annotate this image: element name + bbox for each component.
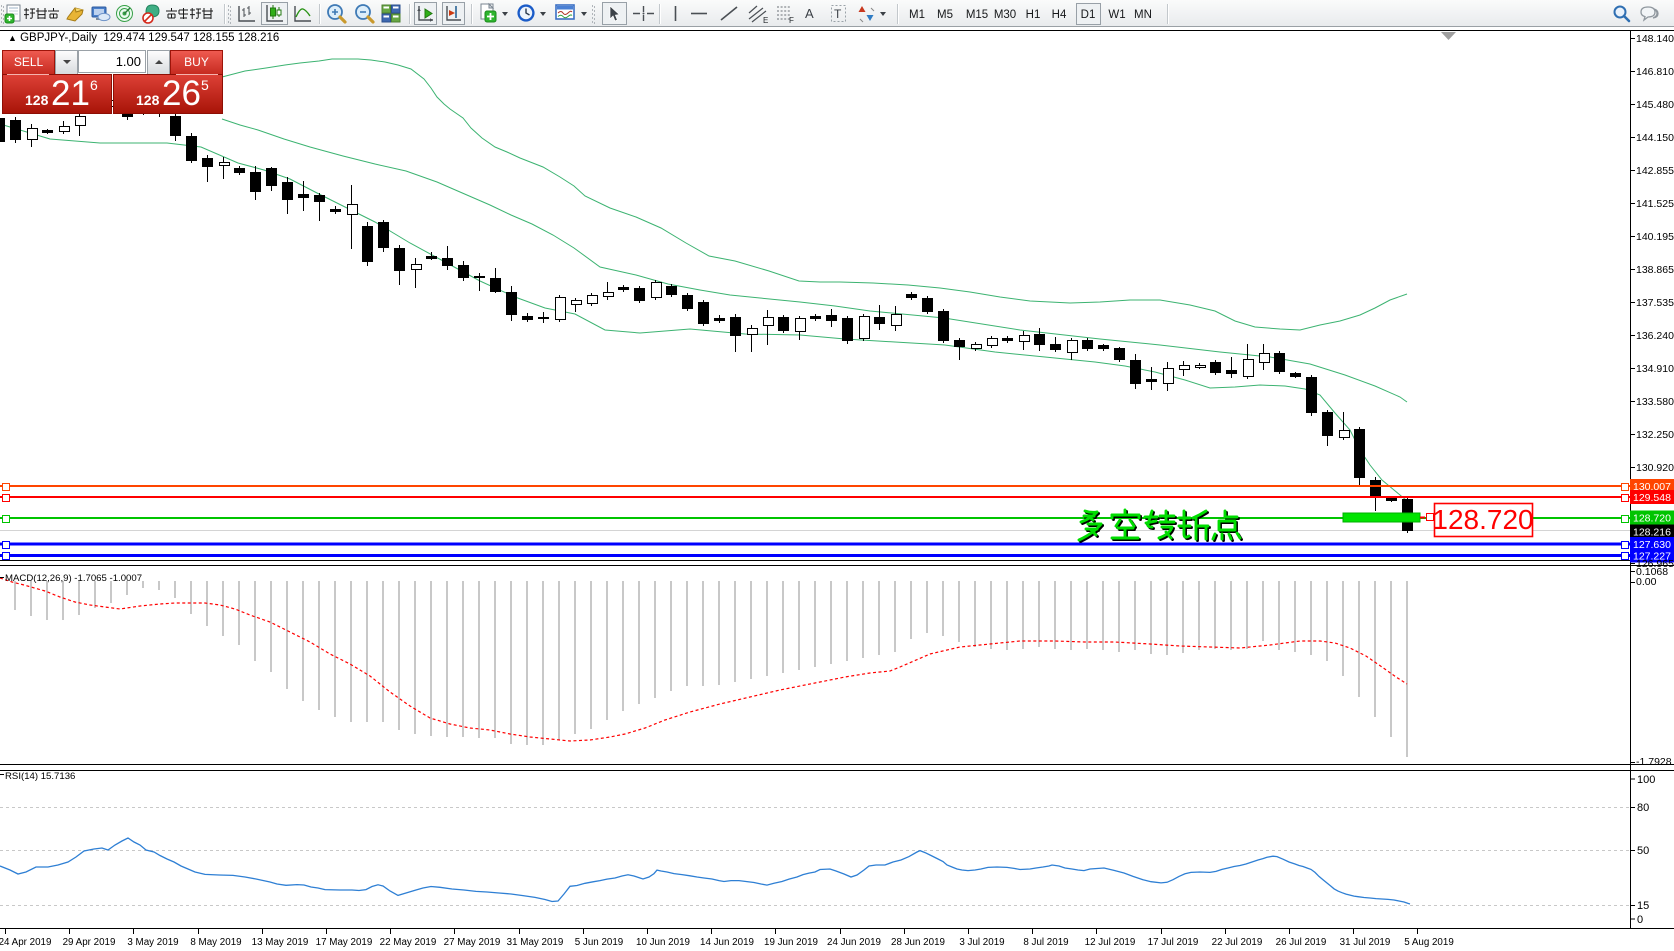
svg-text:128.720: 128.720 [1633,513,1671,525]
svg-text:100: 100 [1637,774,1655,786]
svg-text:MN: MN [1134,9,1152,21]
svg-text:H4: H4 [1052,9,1067,21]
svg-text:31 Jul 2019: 31 Jul 2019 [1340,937,1391,948]
svg-text:15: 15 [1637,900,1649,912]
svg-text:129.548: 129.548 [1633,492,1671,504]
svg-text:22 Jul 2019: 22 Jul 2019 [1212,937,1263,948]
svg-text:M5: M5 [937,9,953,21]
svg-text:141.525: 141.525 [1636,198,1674,210]
svg-text:127.630: 127.630 [1633,539,1671,551]
svg-text:17 Jul 2019: 17 Jul 2019 [1148,937,1199,948]
svg-text:MACD(12,26,9) -1.7065 -1.0007: MACD(12,26,9) -1.7065 -1.0007 [5,573,142,584]
svg-text:145.480: 145.480 [1636,99,1674,111]
svg-text:E: E [763,16,768,25]
svg-text:5 Aug 2019: 5 Aug 2019 [1404,937,1454,948]
svg-text:29 Apr 2019: 29 Apr 2019 [63,937,116,948]
svg-text:31 May 2019: 31 May 2019 [507,937,564,948]
svg-text:RSI(14) 15.7136: RSI(14) 15.7136 [5,771,75,782]
svg-text:28 Jun 2019: 28 Jun 2019 [891,937,945,948]
svg-text:133.580: 133.580 [1636,396,1674,408]
svg-text:8 May 2019: 8 May 2019 [190,937,241,948]
svg-text:W1: W1 [1108,9,1125,21]
svg-text:H1: H1 [1026,9,1041,21]
svg-text:D1: D1 [1081,9,1096,21]
svg-text:A: A [805,6,814,21]
svg-text:24 Jun 2019: 24 Jun 2019 [827,937,881,948]
svg-text:127.227: 127.227 [1633,551,1671,563]
svg-text:0: 0 [1637,914,1643,926]
svg-text:0.1068: 0.1068 [1636,566,1668,578]
svg-text:24 Apr 2019: 24 Apr 2019 [0,937,51,948]
svg-text:50: 50 [1637,845,1649,857]
svg-text:19 Jun 2019: 19 Jun 2019 [764,937,818,948]
svg-text:17 May 2019: 17 May 2019 [316,937,373,948]
svg-text:26 Jul 2019: 26 Jul 2019 [1276,937,1327,948]
svg-text:M1: M1 [909,9,925,21]
svg-text:134.910: 134.910 [1636,363,1674,375]
svg-text:148.140: 148.140 [1636,33,1674,45]
svg-text:5 Jun 2019: 5 Jun 2019 [575,937,623,948]
svg-text:10 Jun 2019: 10 Jun 2019 [636,937,690,948]
svg-text:137.535: 137.535 [1636,297,1674,309]
svg-text:M15: M15 [966,9,988,21]
svg-text:80: 80 [1637,802,1649,814]
svg-text:T: T [834,7,842,21]
svg-text:128.720: 128.720 [1432,504,1533,535]
svg-text:8 Jul 2019: 8 Jul 2019 [1023,937,1068,948]
svg-text:144.150: 144.150 [1636,132,1674,144]
svg-text:142.855: 142.855 [1636,165,1674,177]
svg-text:3 Jul 2019: 3 Jul 2019 [959,937,1004,948]
svg-text:140.195: 140.195 [1636,231,1674,243]
svg-text:126.965: 126.965 [1636,558,1674,570]
svg-text:13 May 2019: 13 May 2019 [252,937,309,948]
svg-text:128.216: 128.216 [1633,527,1671,539]
svg-text:130.920: 130.920 [1636,462,1674,474]
svg-text:M30: M30 [994,9,1016,21]
svg-text:138.865: 138.865 [1636,264,1674,276]
svg-text:27 May 2019: 27 May 2019 [444,937,501,948]
svg-text:132.250: 132.250 [1636,429,1674,441]
svg-text:F: F [789,16,794,25]
svg-text:0.00: 0.00 [1636,576,1657,588]
svg-text:136.240: 136.240 [1636,330,1674,342]
svg-text:22 May 2019: 22 May 2019 [380,937,437,948]
svg-text:12 Jul 2019: 12 Jul 2019 [1085,937,1136,948]
svg-text:-1.7928: -1.7928 [1636,756,1672,768]
svg-text:3 May 2019: 3 May 2019 [127,937,178,948]
svg-text:146.810: 146.810 [1636,66,1674,78]
svg-text:14 Jun 2019: 14 Jun 2019 [700,937,754,948]
